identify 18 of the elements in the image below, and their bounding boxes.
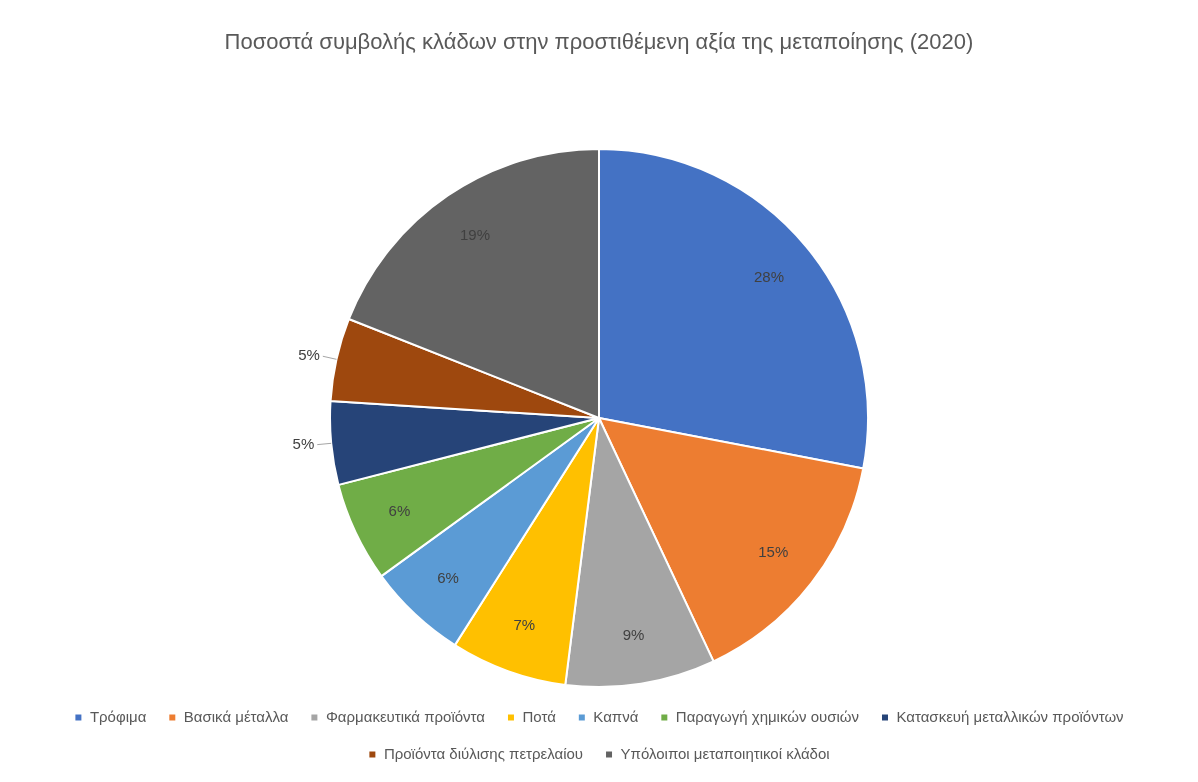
data-label: 15%	[758, 543, 789, 561]
legend-label: Προϊόντα διύλισης πετρελαίου	[383, 744, 584, 762]
legend-label: Βασικά μέταλλα	[183, 707, 289, 725]
data-label: 7%	[513, 615, 536, 633]
data-label: 6%	[437, 568, 459, 586]
legend-label: Υπόλοιποι μεταποιητικοί κλάδοι	[620, 744, 830, 762]
legend-label: Καπνά	[593, 707, 639, 725]
legend-label: Τρόφιμα	[89, 707, 147, 725]
data-label: 5%	[292, 434, 315, 452]
chart-title: Ποσοστά συμβολής κλάδων στην προστιθέμενη αξία της μεταποίησης (2020)	[223, 28, 975, 56]
legend-label: Κατασκευή μεταλλικών προϊόντων	[896, 707, 1124, 725]
data-label: 6%	[388, 502, 411, 520]
data-label: 5%	[298, 346, 320, 364]
legend-label: Παραγωγή χημικών ουσιών	[675, 707, 859, 725]
data-label: 9%	[622, 626, 645, 643]
legend-label: Φαρμακευτικά προϊόντα	[325, 707, 486, 725]
legend-label: Ποτά	[522, 707, 557, 725]
data-label: 28%	[753, 267, 784, 285]
